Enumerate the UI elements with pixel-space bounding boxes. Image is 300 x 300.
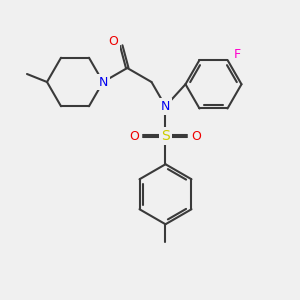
Text: O: O [108, 35, 118, 48]
Text: N: N [161, 100, 170, 113]
Text: S: S [161, 129, 170, 143]
Text: N: N [98, 76, 108, 88]
Text: F: F [234, 49, 241, 62]
Text: O: O [192, 130, 201, 143]
Text: O: O [130, 130, 140, 143]
